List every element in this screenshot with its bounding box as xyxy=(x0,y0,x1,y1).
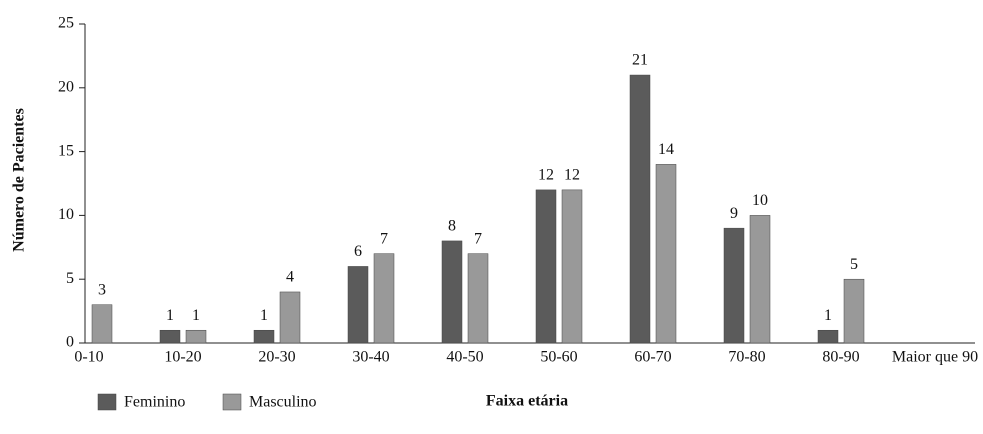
bar xyxy=(629,74,651,344)
bar xyxy=(441,240,463,344)
y-axis-title: Número de Pacientes xyxy=(11,108,28,252)
data-label: 3 xyxy=(98,281,106,298)
bar xyxy=(535,189,557,344)
x-tick-label: 10-20 xyxy=(164,349,201,366)
data-label: 14 xyxy=(658,141,674,158)
data-label: 1 xyxy=(260,307,268,324)
data-label: 1 xyxy=(192,307,200,324)
bar xyxy=(817,329,839,344)
data-label: 21 xyxy=(632,52,648,69)
data-label: 4 xyxy=(286,269,294,286)
x-tick-label: 60-70 xyxy=(634,349,671,366)
y-tick-label: 0 xyxy=(66,334,74,351)
x-tick-label: 20-30 xyxy=(258,349,295,366)
data-label: 7 xyxy=(474,230,482,247)
x-tick-label: 70-80 xyxy=(728,349,765,366)
bar xyxy=(185,329,207,344)
legend-swatch xyxy=(97,393,117,411)
bar xyxy=(561,189,583,344)
bar xyxy=(159,329,181,344)
x-tick-label: 0-10 xyxy=(74,349,103,366)
x-tick-label: 80-90 xyxy=(822,349,859,366)
data-label: 5 xyxy=(850,256,858,273)
x-tick-label: 50-60 xyxy=(540,349,577,366)
y-tick-label: 5 xyxy=(66,270,74,287)
bar xyxy=(347,266,369,344)
bar xyxy=(253,329,275,344)
bar xyxy=(373,253,395,344)
legend-label: Masculino xyxy=(249,394,317,411)
legend-swatch xyxy=(222,393,242,411)
bar xyxy=(749,215,771,344)
legend-label: Feminino xyxy=(124,394,185,411)
y-tick-label: 20 xyxy=(58,78,74,95)
bar xyxy=(467,253,489,344)
bar xyxy=(91,304,113,344)
bar xyxy=(723,227,745,344)
bar xyxy=(655,164,677,344)
y-tick-label: 10 xyxy=(58,206,74,223)
y-tick-label: 15 xyxy=(58,142,74,159)
x-tick-label: 40-50 xyxy=(446,349,483,366)
data-label: 12 xyxy=(538,167,554,184)
data-label: 12 xyxy=(564,167,580,184)
bar xyxy=(279,291,301,344)
data-label: 8 xyxy=(448,218,456,235)
data-label: 7 xyxy=(380,230,388,247)
data-label: 1 xyxy=(166,307,174,324)
bar xyxy=(843,278,865,344)
data-label: 1 xyxy=(824,307,832,324)
data-label: 9 xyxy=(730,205,738,222)
x-axis-title: Faixa etária xyxy=(486,393,568,410)
data-label: 6 xyxy=(354,243,362,260)
x-tick-label: Maior que 90 xyxy=(892,349,978,366)
x-tick-label: 30-40 xyxy=(352,349,389,366)
y-tick-label: 25 xyxy=(58,15,74,32)
data-label: 10 xyxy=(752,192,768,209)
